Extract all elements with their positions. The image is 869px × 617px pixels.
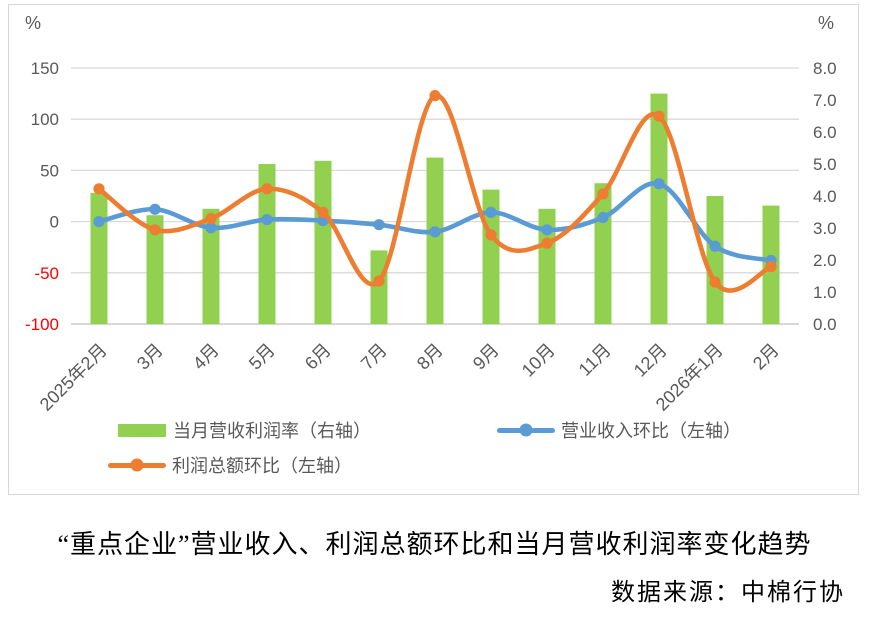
legend-line-swatch-icon: [497, 423, 555, 437]
bar: [370, 250, 388, 324]
legend-line-swatch-icon: [108, 458, 166, 472]
right-axis-tick: 4.0: [813, 187, 837, 206]
legend-marker-dot-icon: [130, 458, 144, 472]
bar: [90, 192, 108, 324]
left-axis-tick: 0: [50, 213, 59, 232]
line-marker: [93, 183, 105, 195]
bar: [146, 215, 164, 324]
line-marker: [429, 226, 441, 238]
left-axis-tick: -50: [34, 264, 59, 283]
line-marker: [261, 213, 273, 226]
data-source: 数据来源：中棉行协: [611, 580, 845, 606]
x-axis-tick: 7月: [357, 340, 391, 374]
x-axis-tick: 2月: [749, 340, 783, 374]
right-axis-unit: %: [818, 13, 834, 33]
line-marker: [149, 224, 161, 236]
combo-chart: 150 100 50 0 -50 -100% 8.0 7.0 6.0 5.0 4.0 3.0 2.0 1.…: [25, 13, 837, 415]
line-marker: [429, 90, 441, 102]
right-axis-tick: 0.0: [813, 315, 837, 334]
line-marker: [765, 261, 777, 273]
legend-item-profit-rate: 当月营收利润率（右轴）: [118, 419, 371, 441]
x-axis-tick: 3月: [133, 340, 167, 374]
x-axis-tick: 6月: [301, 340, 335, 374]
legend-label-profit-rate: 当月营收利润率（右轴）: [173, 421, 371, 441]
left-axis-tick: -100: [25, 315, 59, 334]
line-marker: [653, 178, 665, 190]
right-axis-tick: 1.0: [813, 283, 837, 302]
left-axis-tick: 50: [40, 161, 59, 180]
line-marker: [541, 224, 553, 236]
right-axis-tick: 5.0: [813, 155, 837, 174]
right-axis-tick: 2.0: [813, 251, 837, 270]
bar: [650, 93, 668, 324]
line-marker: [541, 237, 553, 249]
line-marker: [597, 211, 609, 224]
line-series: [93, 178, 777, 267]
legend-item-revenue-mom: 营业收入环比（左轴）: [497, 419, 741, 441]
bar: [706, 196, 724, 324]
line-marker: [261, 183, 273, 195]
right-axis-tick: 8.0: [813, 59, 837, 78]
line-marker: [485, 206, 497, 218]
line-series: [93, 90, 777, 293]
line-marker: [149, 203, 161, 215]
legend-item-total-profit-mom: 利润总额环比（左轴）: [108, 454, 352, 476]
bar: [538, 208, 556, 324]
right-axis-tick: 7.0: [813, 91, 837, 110]
line-marker: [709, 240, 721, 252]
bar-series: [90, 93, 780, 324]
line-marker: [93, 216, 105, 228]
left-axis-tick: 150: [31, 59, 59, 78]
x-axis-tick: 9月: [469, 340, 503, 374]
x-axis-tick: 10月: [518, 340, 559, 381]
line-marker: [317, 206, 329, 218]
line-marker: [205, 222, 217, 234]
line-marker: [653, 110, 665, 122]
x-axis-tick: 11月: [575, 340, 615, 380]
line-marker: [485, 229, 497, 241]
legend-marker-dot-icon: [519, 423, 533, 437]
line-path: [96, 93, 774, 293]
line-marker: [709, 276, 721, 288]
left-axis-unit: %: [25, 13, 41, 33]
bar: [314, 160, 332, 324]
x-axis-tick: 5月: [245, 340, 279, 374]
line-marker: [373, 275, 385, 287]
bar: [594, 183, 612, 324]
line-marker: [373, 219, 385, 231]
legend-bar-swatch-icon: [118, 423, 166, 437]
chart-container: 150 100 50 0 -50 -100% 8.0 7.0 6.0 5.0 4.0 3.0 2.0 1.…: [8, 4, 859, 495]
right-axis-labels: 8.0 7.0 6.0 5.0 4.0 3.0 2.0 1.0 0.0%: [813, 13, 837, 334]
bar: [202, 208, 220, 324]
left-axis-tick: 100: [31, 110, 59, 129]
bar: [426, 157, 444, 324]
line-marker: [597, 188, 609, 200]
legend-label-total-profit-mom: 利润总额环比（左轴）: [172, 456, 352, 476]
right-axis-tick: 3.0: [813, 219, 837, 238]
x-axis-tick: 8月: [413, 340, 447, 374]
legend-label-revenue-mom: 营业收入环比（左轴）: [561, 421, 741, 441]
bar: [258, 164, 276, 324]
right-axis-tick: 6.0: [813, 123, 837, 142]
line-marker: [205, 212, 217, 225]
x-axis-tick: 2025年2月: [36, 340, 111, 415]
chart-title: “重点企业”营业收入、利润总额环比和当月营收利润率变化趋势: [57, 530, 812, 559]
left-axis-labels: 150 100 50 0 -50 -100%: [25, 13, 59, 334]
x-axis-tick: 12月: [630, 340, 671, 381]
x-axis-tick: 4月: [189, 340, 223, 374]
